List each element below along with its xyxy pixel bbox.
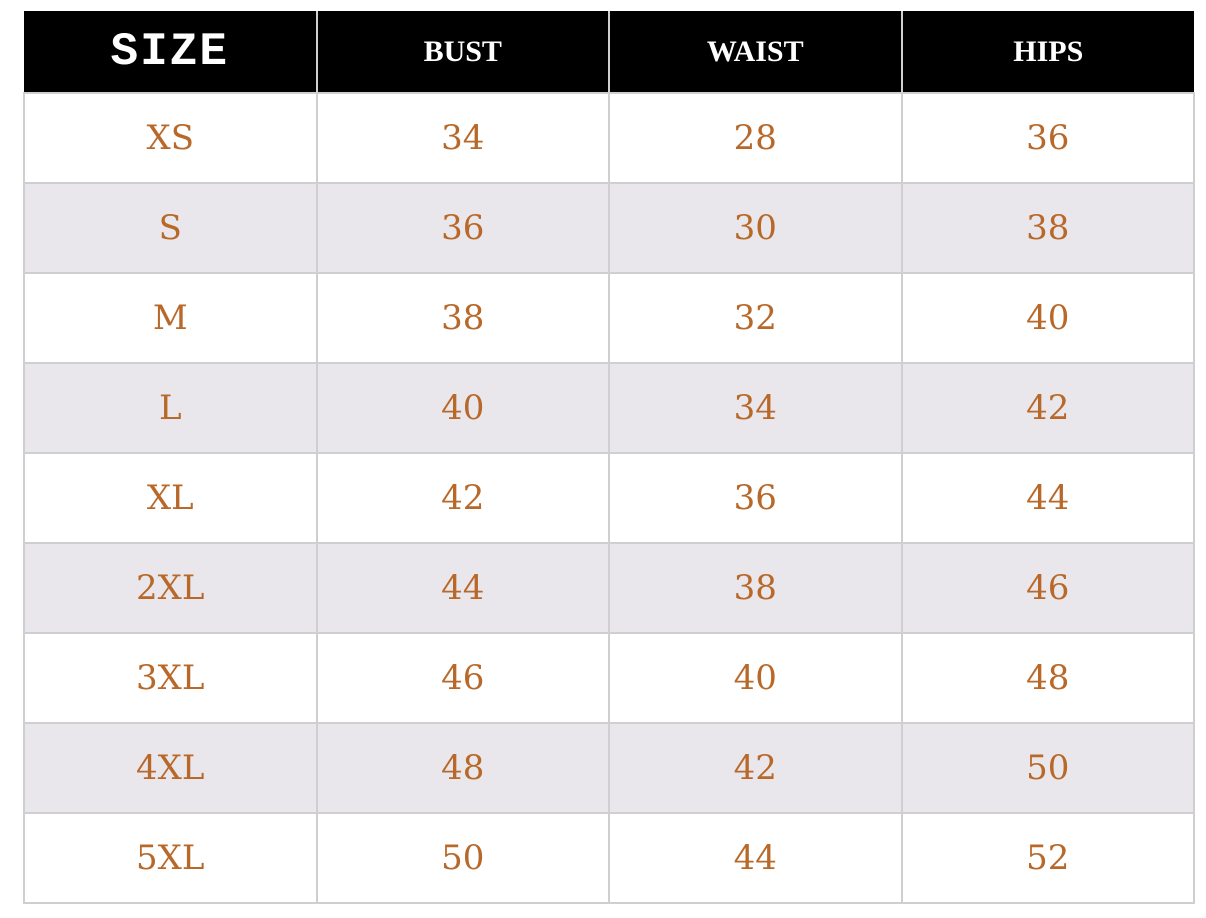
cell-size: 5XL	[23, 812, 318, 904]
table-row: XS 34 28 36	[23, 92, 1195, 184]
table-row: XL 42 36 44	[23, 452, 1195, 544]
column-header-bust: BUST	[315, 11, 609, 93]
cell-bust: 42	[315, 452, 610, 544]
column-header-size: SIZE	[24, 11, 317, 93]
cell-hips: 46	[900, 542, 1195, 634]
cell-size: XS	[23, 92, 318, 184]
column-header-hips: HIPS	[900, 11, 1194, 93]
cell-bust: 40	[315, 362, 610, 454]
cell-hips: 48	[900, 632, 1195, 724]
cell-size: L	[23, 362, 318, 454]
cell-waist: 42	[608, 722, 903, 814]
cell-hips: 52	[900, 812, 1195, 904]
cell-hips: 50	[900, 722, 1195, 814]
cell-hips: 36	[900, 92, 1195, 184]
cell-hips: 42	[900, 362, 1195, 454]
header-row: SIZE BUST WAIST HIPS	[24, 11, 1194, 93]
cell-waist: 34	[608, 362, 903, 454]
table-row: 4XL 48 42 50	[23, 722, 1195, 814]
cell-bust: 34	[315, 92, 610, 184]
table-row: S 36 30 38	[23, 182, 1195, 274]
cell-bust: 36	[315, 182, 610, 274]
table-row: L 40 34 42	[23, 362, 1195, 454]
cell-hips: 38	[900, 182, 1195, 274]
table-row: M 38 32 40	[23, 272, 1195, 364]
cell-waist: 32	[608, 272, 903, 364]
cell-hips: 44	[900, 452, 1195, 544]
cell-bust: 46	[315, 632, 610, 724]
table-row: 2XL 44 38 46	[23, 542, 1195, 634]
cell-size: M	[23, 272, 318, 364]
cell-waist: 28	[608, 92, 903, 184]
cell-size: 2XL	[23, 542, 318, 634]
table-row: 3XL 46 40 48	[23, 632, 1195, 724]
cell-waist: 40	[608, 632, 903, 724]
cell-waist: 36	[608, 452, 903, 544]
cell-size: S	[23, 182, 318, 274]
cell-size: XL	[23, 452, 318, 544]
cell-bust: 38	[315, 272, 610, 364]
table-row: 5XL 50 44 52	[23, 812, 1195, 904]
cell-bust: 48	[315, 722, 610, 814]
cell-size: 3XL	[23, 632, 318, 724]
cell-waist: 30	[608, 182, 903, 274]
size-chart-table: SIZE BUST WAIST HIPS XS 34 28 36 S 36 30 38 M 38 32 40…	[23, 11, 1195, 904]
cell-size: 4XL	[23, 722, 318, 814]
cell-waist: 38	[608, 542, 903, 634]
cell-waist: 44	[608, 812, 903, 904]
cell-hips: 40	[900, 272, 1195, 364]
cell-bust: 50	[315, 812, 610, 904]
cell-bust: 44	[315, 542, 610, 634]
column-header-waist: WAIST	[608, 11, 902, 93]
